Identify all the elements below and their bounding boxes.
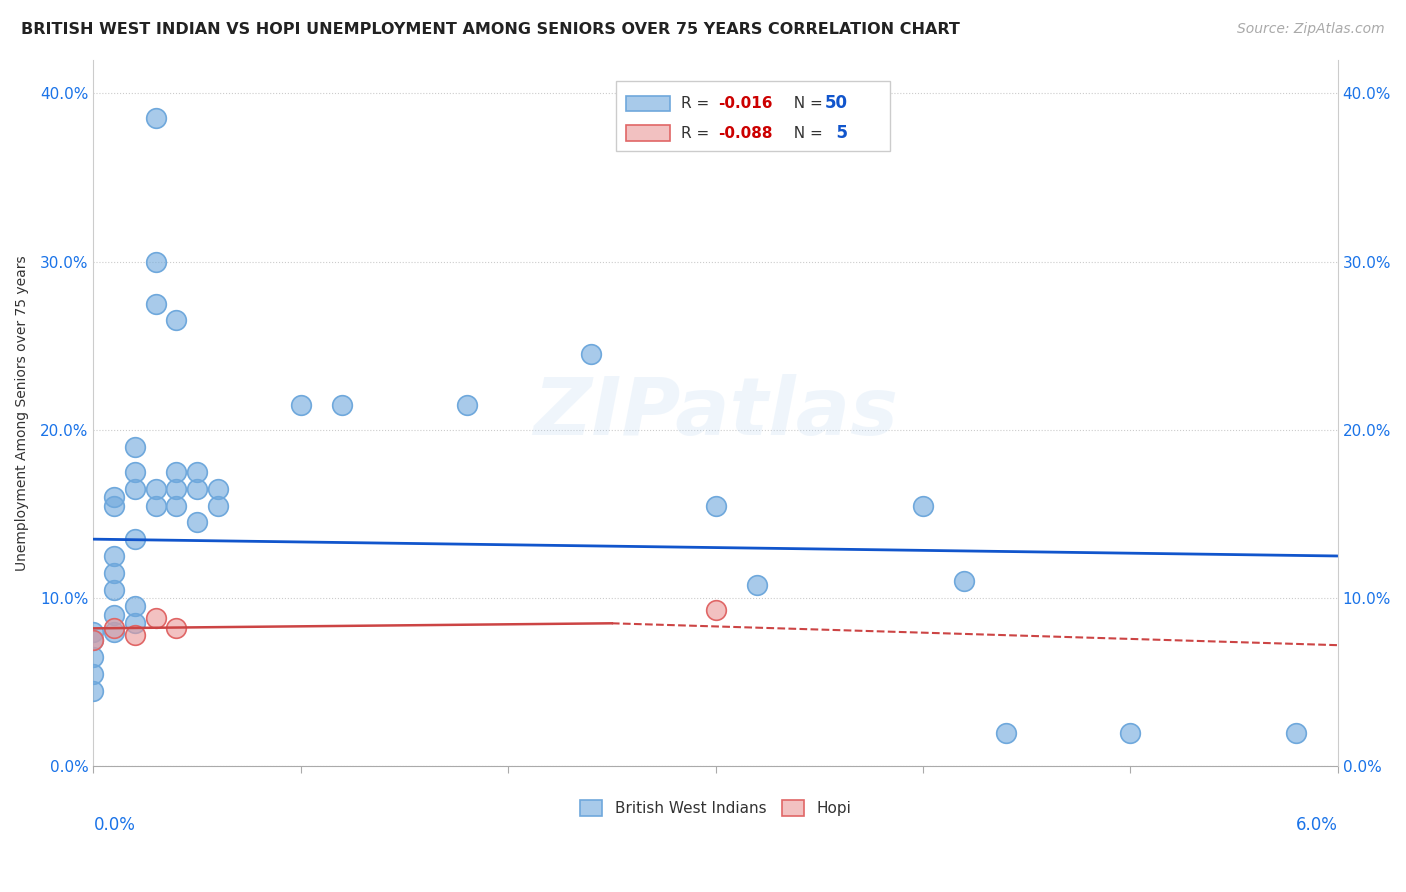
Text: R =: R = — [681, 96, 714, 111]
Text: N =: N = — [785, 96, 828, 111]
Point — [1285, 725, 1308, 739]
Point — [103, 490, 125, 504]
Point — [124, 599, 146, 614]
Point — [124, 440, 146, 454]
Point — [103, 549, 125, 563]
FancyBboxPatch shape — [626, 95, 669, 112]
Point — [124, 482, 146, 496]
Y-axis label: Unemployment Among Seniors over 75 years: Unemployment Among Seniors over 75 years — [15, 255, 30, 571]
Point — [186, 465, 208, 479]
Point — [103, 499, 125, 513]
Point — [165, 482, 187, 496]
FancyBboxPatch shape — [626, 125, 669, 141]
Point — [704, 499, 727, 513]
Text: ZIPatlas: ZIPatlas — [533, 374, 898, 452]
Text: 50: 50 — [825, 95, 848, 112]
Point — [82, 649, 104, 664]
Point — [290, 398, 312, 412]
Point — [82, 633, 104, 648]
Point — [103, 624, 125, 639]
FancyBboxPatch shape — [616, 81, 890, 152]
Point — [145, 499, 167, 513]
Text: 6.0%: 6.0% — [1296, 816, 1337, 834]
Point — [207, 499, 229, 513]
Point — [165, 621, 187, 635]
Point — [145, 296, 167, 310]
Point — [124, 465, 146, 479]
Point — [145, 254, 167, 268]
Point — [103, 566, 125, 580]
Point — [82, 633, 104, 648]
Point — [103, 621, 125, 635]
Point — [745, 577, 768, 591]
Point — [330, 398, 353, 412]
Point — [186, 516, 208, 530]
Point — [207, 482, 229, 496]
Point — [165, 499, 187, 513]
Point — [704, 603, 727, 617]
Point — [145, 112, 167, 126]
Point — [165, 313, 187, 327]
Point — [186, 482, 208, 496]
Text: 0.0%: 0.0% — [93, 816, 135, 834]
Point — [124, 628, 146, 642]
Point — [82, 624, 104, 639]
Text: N =: N = — [785, 126, 828, 141]
Point — [145, 482, 167, 496]
Point — [911, 499, 934, 513]
Point — [124, 616, 146, 631]
Point — [124, 532, 146, 546]
Point — [103, 607, 125, 622]
Point — [1119, 725, 1142, 739]
Text: -0.088: -0.088 — [718, 126, 772, 141]
Text: BRITISH WEST INDIAN VS HOPI UNEMPLOYMENT AMONG SENIORS OVER 75 YEARS CORRELATION: BRITISH WEST INDIAN VS HOPI UNEMPLOYMENT… — [21, 22, 960, 37]
Text: 5: 5 — [825, 124, 848, 142]
Point — [953, 574, 976, 589]
Point — [579, 347, 602, 361]
Point — [82, 683, 104, 698]
Point — [456, 398, 478, 412]
Text: Source: ZipAtlas.com: Source: ZipAtlas.com — [1237, 22, 1385, 37]
Point — [165, 465, 187, 479]
Point — [145, 611, 167, 625]
Legend: British West Indians, Hopi: British West Indians, Hopi — [574, 794, 858, 822]
Point — [103, 582, 125, 597]
Point — [994, 725, 1017, 739]
Text: -0.016: -0.016 — [718, 96, 772, 111]
Point — [82, 666, 104, 681]
Text: R =: R = — [681, 126, 714, 141]
